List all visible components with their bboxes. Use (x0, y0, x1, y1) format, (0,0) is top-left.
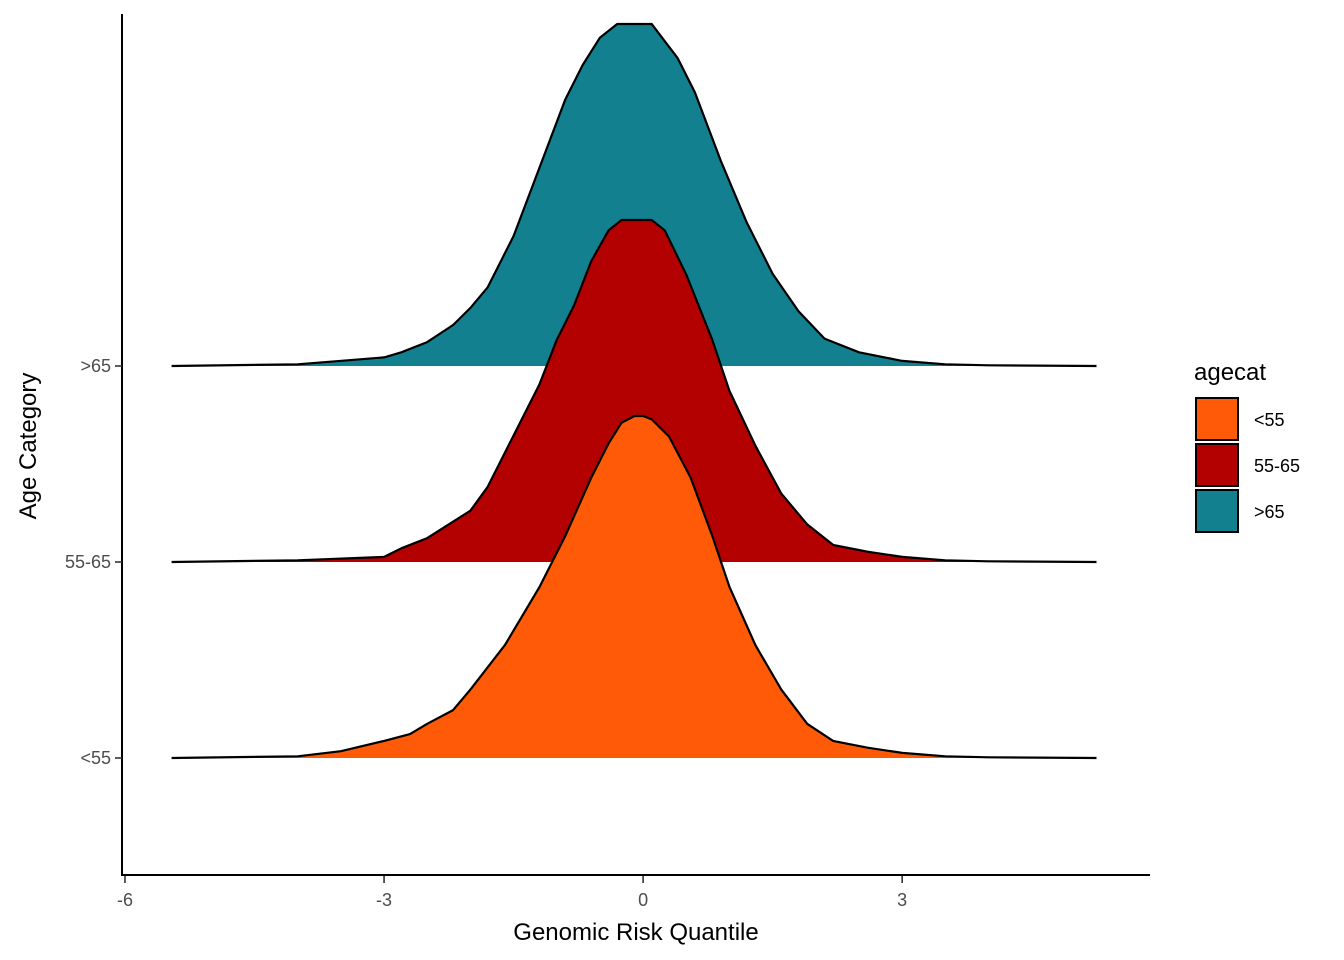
legend-item->65: >65 (1195, 489, 1285, 533)
axes: -6 -3 0 3 <55 55-65 >65 (65, 14, 1150, 910)
y-tick-label: <55 (80, 748, 111, 768)
legend-item-55-65: 55-65 (1195, 443, 1300, 487)
legend-label: 55-65 (1254, 456, 1300, 476)
x-tick-label: -6 (117, 890, 133, 910)
density-line-<55 (171, 414, 1097, 760)
y-tick-label: 55-65 (65, 552, 111, 572)
density-area-55-65 (171, 220, 1097, 562)
legend-key (1195, 397, 1239, 441)
x-axis-title: Genomic Risk Quantile (513, 919, 758, 946)
ridge-55-65 (171, 218, 1097, 564)
x-tick-label: -3 (376, 890, 392, 910)
x-tick-label: 0 (638, 890, 648, 910)
legend-label: >65 (1254, 502, 1285, 522)
density-area->65 (171, 24, 1097, 366)
x-tick-label: 3 (897, 890, 907, 910)
density-line-55-65 (171, 218, 1097, 564)
ridge->65 (171, 22, 1097, 368)
legend: agecat <55 55-65 >65 (1194, 359, 1300, 533)
ridges (171, 22, 1097, 760)
ridge-<55 (171, 414, 1097, 760)
legend-item-<55: <55 (1195, 397, 1285, 441)
legend-label: <55 (1254, 410, 1285, 430)
legend-key (1195, 443, 1239, 487)
y-tick-label: >65 (80, 356, 111, 376)
legend-key (1195, 489, 1239, 533)
legend-title: agecat (1194, 359, 1266, 386)
density-line->65 (171, 22, 1097, 368)
y-axis-title: Age Category (15, 373, 42, 520)
density-area-<55 (171, 416, 1097, 758)
